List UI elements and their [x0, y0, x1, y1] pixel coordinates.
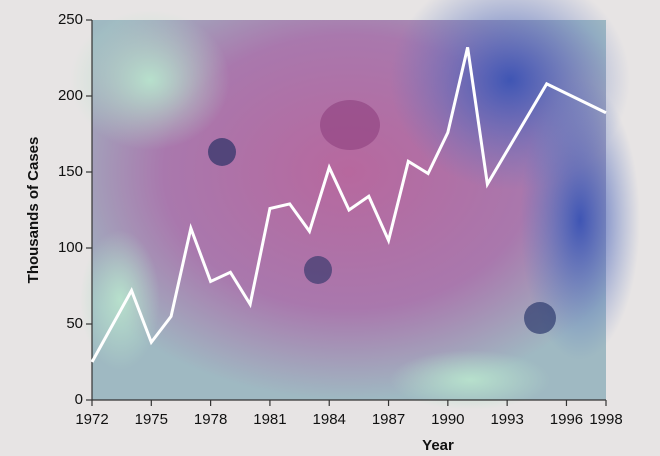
x-tick-label: 1975: [135, 411, 168, 428]
x-tick-label: 1978: [194, 411, 227, 428]
x-tick-label: 1987: [372, 411, 405, 428]
y-tick-label: 250: [58, 11, 83, 28]
data-line: [90, 47, 607, 363]
y-tick-label: 150: [58, 163, 83, 180]
y-tick-label: 50: [66, 315, 83, 332]
x-tick-label: 1996: [550, 411, 583, 428]
y-axis-title: Thousands of Cases: [25, 137, 42, 284]
plot-background: [70, 0, 640, 410]
x-tick-label: 1984: [313, 411, 346, 428]
x-tick-label: 1972: [75, 411, 108, 428]
y-tick-label: 100: [58, 239, 83, 256]
x-tick-label: 1990: [431, 411, 464, 428]
x-axis-title: Year: [422, 437, 454, 454]
x-tick-label: 1981: [253, 411, 286, 428]
x-tick-label: 1998: [589, 411, 622, 428]
y-tick-label: 0: [75, 391, 83, 408]
x-tick-label: 1993: [490, 411, 523, 428]
y-tick-label: 200: [58, 87, 83, 104]
